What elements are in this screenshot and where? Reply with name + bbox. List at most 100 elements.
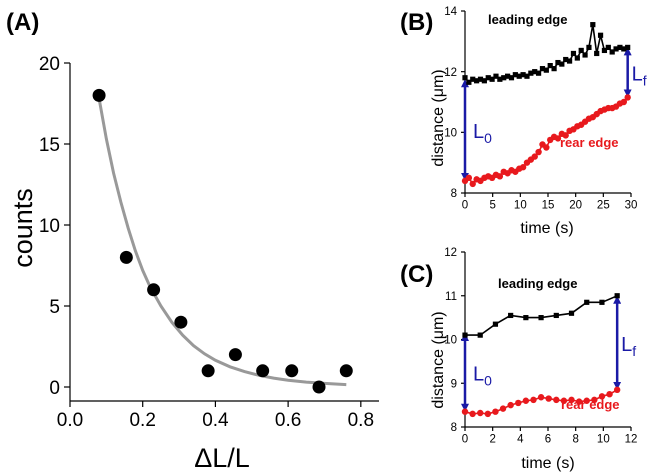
panel-a-data-point <box>256 364 270 378</box>
panel-b-leading-edge-point <box>505 73 511 79</box>
panel-b-leading-edge-point <box>551 66 557 72</box>
panel-b-leading-edge-point <box>605 44 611 50</box>
panel-b-leading-edge-point <box>559 61 565 67</box>
panel-c-leading-edge-label: leading edge <box>498 276 577 291</box>
panel-b-leading-edge-point <box>470 76 476 82</box>
panel-b-x-axis-title: time (s) <box>520 220 573 237</box>
panel-b-rear-edge-point <box>624 94 631 101</box>
panel-b-leading-edge-point <box>570 50 577 57</box>
panel-c-leading-edge-point <box>523 315 529 321</box>
panel-c-rear-edge-point <box>606 390 613 398</box>
panel-b-leading-edge-point <box>547 63 553 69</box>
panel-c-rear-edge-point <box>598 393 606 400</box>
panel-c-x-tick-label: 6 <box>545 434 551 446</box>
panel-c-y-tick-label: 9 <box>451 378 457 390</box>
panel-c-leading-edge-point <box>462 332 468 338</box>
panel-a-data-point <box>312 380 326 394</box>
panel-b-leading-edge-point <box>543 67 549 73</box>
panel-a-data-point <box>92 88 106 102</box>
panel-c-length-label: L0 <box>473 363 492 388</box>
panel-b-rear-edge-point <box>496 173 504 180</box>
panel-b-x-tick-label: 25 <box>597 200 610 212</box>
panel-c-x-tick-label: 2 <box>489 434 495 446</box>
panel-c-rear-edge-point <box>545 395 552 402</box>
panel-a-data-point <box>174 315 188 329</box>
panel-c-leading-edge-point <box>477 332 483 338</box>
panel-c-rear-edge-point <box>461 408 469 415</box>
panel-a-y-tick-label: 15 <box>39 135 60 156</box>
panel-c-y-tick-label: 10 <box>444 335 457 347</box>
panel-b-leading-edge-point <box>512 72 518 78</box>
panel-b-leading-edge-point <box>485 75 491 81</box>
panel-a-x-axis-title: ΔL/L <box>194 443 250 473</box>
panel-a-label: (A) <box>6 9 39 36</box>
panel-a-y-axis-title: counts <box>8 188 38 268</box>
panel-c-rear-edge-point <box>568 396 575 404</box>
panel-b-leading-edge-point <box>601 47 608 54</box>
panel-a-y-tick-label: 0 <box>49 378 60 399</box>
panel-b-rear-edge-point <box>531 153 538 160</box>
panel-b-leading-edge-point <box>508 75 515 81</box>
panel-c-y-tick-label: 11 <box>445 291 457 303</box>
panel-b-x-tick-label: 10 <box>514 200 527 212</box>
panel-a-y-tick-label: 20 <box>39 54 60 75</box>
panel-c-leading-edge-point <box>492 321 499 327</box>
panel-b-rear-edge-point <box>554 135 562 142</box>
panel-c-rear-edge-point <box>583 397 590 404</box>
panel-c-rear-edge-point <box>560 397 568 404</box>
panel-c-y-tick-label: 12 <box>444 247 457 259</box>
panel-a-x-tick-label: 0.6 <box>275 410 301 431</box>
panel-b-leading-edge-point <box>493 73 499 79</box>
panel-c-rear-edge-point <box>507 401 514 409</box>
panel-b-leading-edge-point <box>477 76 484 82</box>
panel-a-fit-curve <box>97 98 347 387</box>
panel-b-leading-edge-point <box>481 78 487 84</box>
panel-b-rear-edge-point <box>543 144 550 151</box>
panel-b-leading-edge-label: leading edge <box>488 12 567 27</box>
panel-c-rear-edge-point <box>484 410 492 418</box>
panel-b-leading-edge-point <box>621 46 627 52</box>
panel-b-y-tick-label: 8 <box>451 188 457 200</box>
panel-b-x-tick-label: 5 <box>489 200 495 212</box>
panel-b-label: (B) <box>400 9 433 36</box>
panel-c-rear-edge-point <box>591 396 598 404</box>
panel-b-leading-edge-point <box>613 46 619 52</box>
panel-c-leading-edge-point <box>584 299 590 305</box>
panel-c-rear-edge-point <box>492 408 499 415</box>
panel-b-leading-edge-point <box>574 55 580 61</box>
panel-b-leading-edge-point <box>566 58 573 64</box>
panel-b-leading-edge-point <box>586 44 592 50</box>
panel-b-length-label: L0 <box>473 121 492 146</box>
panel-b-rear-edge-point <box>562 132 569 139</box>
panel-c-x-tick-label: 12 <box>625 434 638 446</box>
panel-c-leading-edge-point <box>614 293 620 299</box>
panel-a-data-point <box>339 364 353 378</box>
panel-c-length-label: Lf <box>621 334 636 359</box>
panel-c-rear-edge-point <box>613 386 621 394</box>
panel-a-data-point <box>201 364 215 378</box>
panel-c-rear-edge-point <box>530 396 537 404</box>
panel-b-rear-edge-point <box>620 98 628 106</box>
panel-b-leading-edge-point <box>597 32 604 38</box>
panel-b-x-tick-label: 30 <box>625 200 638 212</box>
panel-b-leading-edge-point <box>594 50 600 57</box>
panel-b-leading-edge-point <box>524 73 530 79</box>
panel-c-label: (C) <box>400 261 433 288</box>
panel-c-x-axis-title: time (s) <box>521 455 574 472</box>
panel-c-rear-edge-point <box>469 410 476 418</box>
panel-b-leading-edge-point <box>555 59 561 66</box>
panel-b-y-axis-title: distance (μm) <box>430 69 447 166</box>
panel-b-leading-edge-point <box>466 79 472 85</box>
panel-b-x-tick-label: 15 <box>542 200 555 212</box>
panel-c-leading-edge-point <box>553 312 559 319</box>
panel-a-data-point <box>147 283 161 297</box>
panel-b-length-label: Lf <box>632 63 647 88</box>
panel-b-leading-edge-point <box>501 75 507 81</box>
panel-b-leading-edge-point <box>578 47 584 54</box>
panel-c-rear-edge-point <box>499 405 507 412</box>
panel-b-leading-edge-point <box>539 66 546 72</box>
panel-c-rear-edge-point <box>515 399 522 407</box>
panel-c-rear-edge-point <box>522 397 530 404</box>
panel-b-leading-edge-point <box>563 56 569 63</box>
